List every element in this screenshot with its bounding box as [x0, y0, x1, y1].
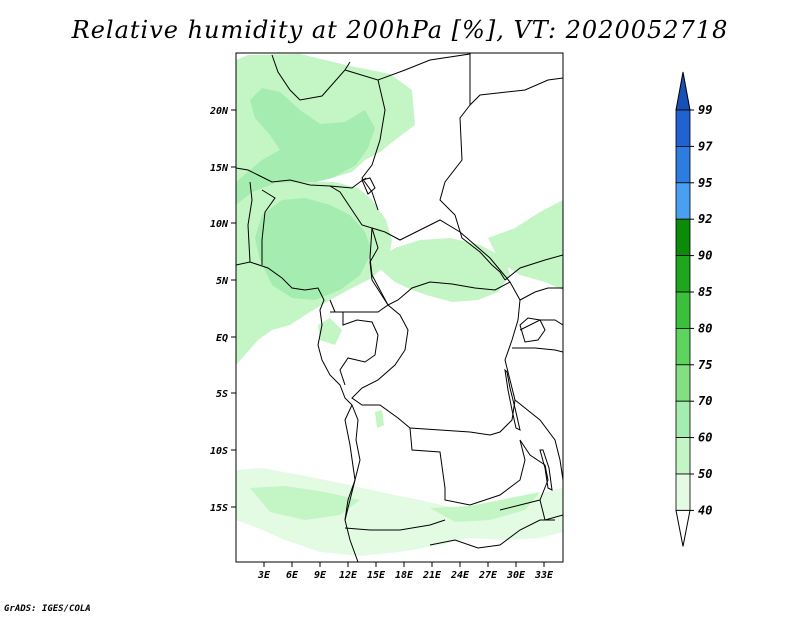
lat-label-20n: 20N: [209, 106, 229, 117]
border-cameroon: [329, 185, 389, 313]
colorbar-label-99: 99: [698, 103, 712, 117]
colorbar-swatch-70: [675, 400, 691, 439]
lon-label-6e: 6E: [286, 570, 299, 581]
latitude-axis: 20N 15N 10N 5N EQ 5S 10S 15S: [209, 106, 236, 514]
colorbar-label-97: 97: [698, 139, 713, 153]
humidity-area-east: [488, 200, 563, 290]
border-niger-chad: [344, 69, 386, 211]
lon-label-33e: 33E: [534, 570, 554, 581]
colorbar-label-92: 92: [698, 212, 712, 226]
humidity-area-patch-2: [375, 410, 384, 428]
humidity-area-south-east: [430, 492, 540, 522]
lon-label-9e: 9E: [314, 570, 327, 581]
border-angola: [344, 404, 356, 521]
lon-label-24e: 24E: [450, 570, 470, 581]
humidity-area-south: [236, 468, 563, 556]
colorbar-top-triangle: [675, 71, 691, 111]
border-benin: [247, 181, 253, 263]
border-botswana: [429, 519, 555, 549]
colorbar-swatch-50: [675, 473, 691, 511]
lake-victoria: [519, 317, 546, 343]
colorbar-swatch-92: [675, 218, 691, 256]
colorbar-swatch-90: [675, 255, 691, 293]
colorbar-swatch-80: [675, 327, 691, 366]
humidity-area-cameroon: [255, 198, 372, 300]
border-drc-west: [351, 304, 491, 436]
colorbar-swatch-97: [675, 145, 691, 184]
lat-label-10s: 10S: [210, 446, 228, 457]
lake-chad: [361, 177, 376, 195]
colorbar-swatch-99: [675, 109, 691, 147]
colorbar-swatch-75: [675, 364, 691, 402]
border-rwanda: [512, 347, 563, 353]
border-tanzania: [514, 399, 563, 481]
lat-label-10n: 10N: [210, 219, 229, 230]
colorbar-label-40: 40: [698, 503, 712, 517]
border-north-1: [236, 167, 367, 189]
lon-label-12e: 12E: [339, 570, 358, 581]
humidity-area-patch-1: [318, 318, 342, 345]
colorbar-bottom-triangle: [675, 509, 691, 547]
lon-label-15e: 15E: [367, 570, 386, 581]
colorbar-label-85: 85: [698, 285, 712, 299]
colorbar-label-60: 60: [698, 431, 712, 445]
colorbar-swatch-85: [675, 291, 691, 329]
grads-credit: GrADS: IGES/COLA: [4, 604, 91, 614]
map-frame: [235, 52, 564, 563]
border-namibia: [344, 519, 446, 531]
colorbar-label-95: 95: [698, 176, 712, 190]
colorbar-label-90: 90: [698, 249, 712, 263]
lat-label-15s: 15S: [210, 503, 228, 514]
ethiopia-border: [469, 77, 563, 106]
lon-label-30e: 30E: [506, 570, 526, 581]
colorbar-label-80: 80: [698, 321, 712, 335]
humidity-field: [236, 54, 563, 556]
south-sudan: [504, 254, 563, 281]
lat-label-5s: 5S: [216, 389, 228, 400]
humidity-area-northwest: [236, 88, 375, 210]
humidity-area-central: [372, 238, 510, 302]
border-uganda-kenya: [519, 319, 563, 331]
lon-label-27e: 27E: [478, 570, 498, 581]
border-zimbabwe: [499, 499, 541, 511]
map-title: Relative humidity at 200hPa [%], VT: 202…: [71, 16, 729, 44]
lake-malawi: [539, 449, 553, 491]
colorbar-label-70: 70: [698, 394, 712, 408]
lon-label-3e: 3E: [257, 570, 271, 581]
colorbar-label-75: 75: [698, 358, 712, 372]
border-east-africa: [519, 287, 563, 301]
border-nigeria: [261, 189, 276, 265]
country-borders: [236, 53, 563, 562]
colorbar-label-50: 50: [698, 467, 712, 481]
lat-label-15n: 15N: [210, 163, 229, 174]
lat-label-5n: 5N: [216, 276, 229, 287]
lon-label-18e: 18E: [395, 570, 414, 581]
border-mozambique: [519, 439, 563, 521]
humidity-area-south-band: [250, 486, 360, 520]
lake-tanganyika: [504, 368, 521, 431]
lon-label-21e: 21E: [422, 570, 442, 581]
colorbar-swatch-60: [675, 437, 691, 475]
colorbar: 99 97 95 92 90 85 80 75 70 60 50 40: [675, 71, 713, 547]
border-gabon-congo: [330, 311, 379, 386]
longitude-axis: 3E 6E 9E 12E 15E 18E 21E 24E 27E 30E 33E: [257, 562, 554, 581]
colorbar-swatch-95: [675, 182, 691, 220]
border-angola-zambia: [409, 427, 526, 506]
border-drc-east: [489, 281, 521, 436]
border-car: [369, 219, 511, 306]
lat-label-eq: EQ: [216, 333, 228, 344]
border-chad-sudan: [377, 53, 506, 281]
